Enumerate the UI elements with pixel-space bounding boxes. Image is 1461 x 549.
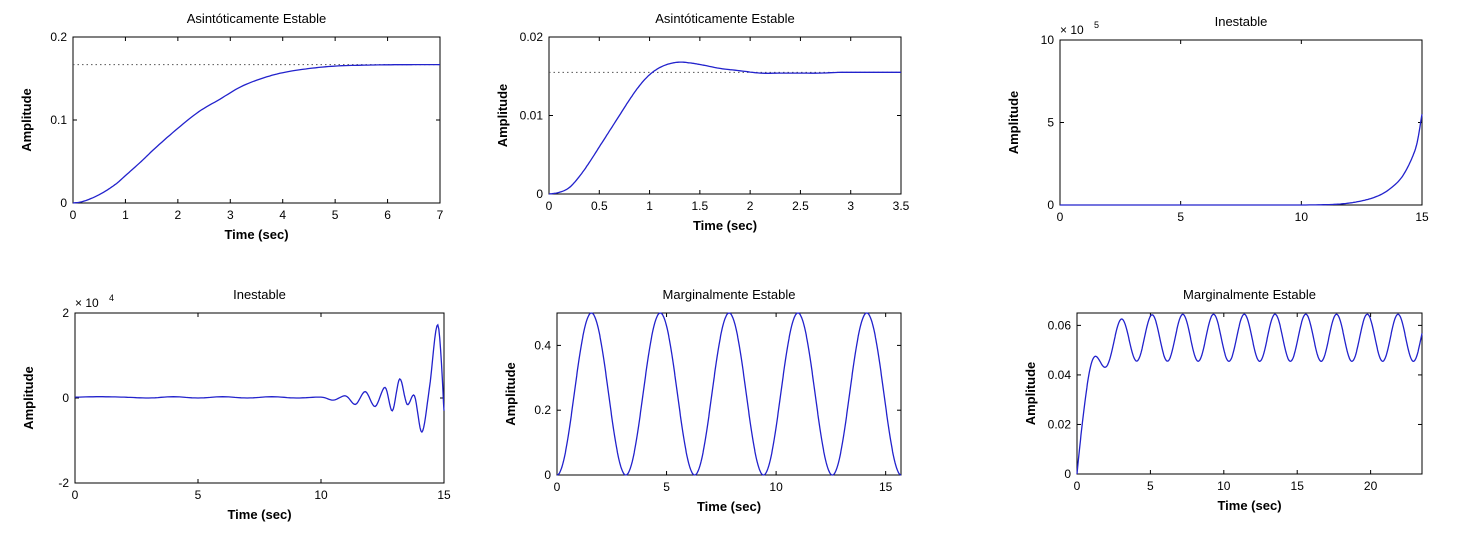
- chart-panel-6: 0 5 10 15 20 0 0.02 0.04 0.06 Marginalmente Estab…: [1023, 287, 1423, 513]
- x-axis-label: Time (sec): [1217, 498, 1281, 513]
- y-tick-label: -2: [58, 476, 69, 490]
- y-axis-label: Amplitude: [1006, 91, 1021, 155]
- series-line-1: [1060, 114, 1423, 206]
- chart-title: Inestable: [1215, 14, 1268, 29]
- x-axis-label: Time (sec): [693, 218, 757, 233]
- x-tick-label: 0.5: [591, 199, 608, 213]
- x-tick-label: 5: [1177, 210, 1184, 224]
- x-tick-label: 20: [1364, 479, 1378, 493]
- x-tick-label: 3: [847, 199, 854, 213]
- y-tick-label: 0: [1064, 467, 1071, 481]
- x-tick-label: 5: [195, 488, 202, 502]
- exponent-power: 5: [1094, 20, 1099, 30]
- x-tick-label: 0: [554, 480, 561, 494]
- plot-frame: [1076, 312, 1423, 475]
- y-tick-label: 0.2: [50, 30, 67, 44]
- series-line-1: [75, 323, 445, 434]
- y-tick-label: 0: [1047, 198, 1054, 212]
- y-tick-label: 10: [1041, 33, 1055, 47]
- x-tick-label: 1: [646, 199, 653, 213]
- y-axis-label: Amplitude: [19, 88, 34, 152]
- x-tick-label: 10: [1295, 210, 1309, 224]
- y-tick-label: 0.2: [534, 403, 551, 417]
- plot-frame: [548, 36, 902, 195]
- x-tick-label: 6: [384, 208, 391, 222]
- chart-panel-2: 0 0.5 1 1.5 2 2.5 3 3.5 0 0.01 0.02 Asintóticamente…: [495, 11, 910, 233]
- y-tick-label: 0: [60, 196, 67, 210]
- x-tick-label: 5: [663, 480, 670, 494]
- x-tick-label: 5: [332, 208, 339, 222]
- y-tick-label: 0.04: [1048, 368, 1072, 382]
- x-tick-label: 15: [1291, 479, 1305, 493]
- y-tick-label: 0: [544, 468, 551, 482]
- x-tick-label: 0: [70, 208, 77, 222]
- y-axis-label: Amplitude: [495, 84, 510, 148]
- chart-title: Marginalmente Estable: [663, 287, 796, 302]
- x-tick-label: 1: [122, 208, 129, 222]
- x-axis-label: Time (sec): [224, 227, 288, 242]
- y-tick-label: 2: [62, 306, 69, 320]
- y-tick-label: 0.06: [1048, 318, 1072, 332]
- exponent-label: × 10: [75, 296, 99, 310]
- series-line-1: [548, 61, 901, 195]
- exponent-power: 4: [109, 293, 114, 303]
- x-axis-label: Time (sec): [697, 499, 761, 514]
- x-tick-label: 2: [747, 199, 754, 213]
- y-tick-label: 0.1: [50, 113, 67, 127]
- x-tick-label: 0: [546, 199, 553, 213]
- x-tick-label: 15: [879, 480, 893, 494]
- x-tick-label: 0: [1057, 210, 1064, 224]
- series-line-1: [72, 63, 440, 204]
- y-tick-label: 0.02: [520, 30, 544, 44]
- x-tick-label: 3.5: [893, 199, 910, 213]
- y-axis-label: Amplitude: [1023, 362, 1038, 426]
- plot-frame: [1059, 39, 1423, 206]
- y-axis-label: Amplitude: [21, 366, 36, 430]
- chart-title: Marginalmente Estable: [1183, 287, 1316, 302]
- x-tick-label: 1.5: [692, 199, 709, 213]
- y-tick-label: 5: [1047, 116, 1054, 130]
- y-tick-label: 0.02: [1048, 417, 1072, 431]
- series-line-1: [1076, 313, 1423, 475]
- y-axis-label: Amplitude: [503, 362, 518, 426]
- x-tick-label: 10: [314, 488, 328, 502]
- x-tick-label: 4: [279, 208, 286, 222]
- x-tick-label: 2.5: [792, 199, 809, 213]
- x-tick-label: 5: [1147, 479, 1154, 493]
- plot-frame: [556, 312, 902, 476]
- y-tick-label: 0: [536, 187, 543, 201]
- chart-title: Asintóticamente Estable: [187, 11, 326, 26]
- x-tick-label: 15: [437, 488, 451, 502]
- x-tick-label: 10: [1217, 479, 1231, 493]
- chart-title: Inestable: [233, 287, 286, 302]
- y-tick-label: 0.4: [534, 338, 551, 352]
- chart-title: Asintóticamente Estable: [655, 11, 794, 26]
- x-axis-label: Time (sec): [227, 507, 291, 522]
- plot-frame: [72, 36, 441, 204]
- y-tick-label: 0: [62, 391, 69, 405]
- x-tick-label: 7: [437, 208, 444, 222]
- exponent-label: × 10: [1060, 23, 1084, 37]
- chart-panel-1: 0 1 2 3 4 5 6 7 0 0.1 0.2 Asintóticamente Estable Ti…: [19, 11, 444, 242]
- series-line-1: [556, 312, 902, 476]
- y-tick-label: 0.01: [520, 109, 544, 123]
- x-tick-label: 2: [175, 208, 182, 222]
- x-tick-label: 0: [72, 488, 79, 502]
- chart-panel-5: 0 5 10 15 0 0.2 0.4 Marginalmente Estable Time (…: [503, 287, 902, 514]
- x-tick-label: 0: [1074, 479, 1081, 493]
- x-tick-label: 15: [1415, 210, 1429, 224]
- x-tick-label: 10: [769, 480, 783, 494]
- chart-panel-3: 0 5 10 15 0 5 10 Inestable Amplitude × 10 5: [1006, 14, 1429, 224]
- x-tick-label: 3: [227, 208, 234, 222]
